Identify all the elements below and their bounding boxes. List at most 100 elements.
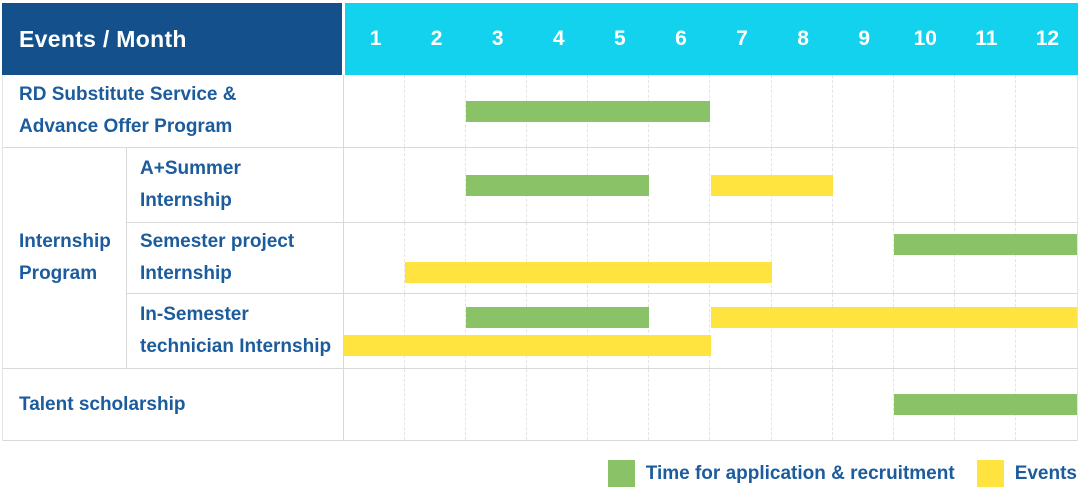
application-swatch <box>607 460 635 487</box>
month-gridline <box>772 75 833 147</box>
row-talent-scholarship: Talent scholarship <box>3 369 1077 441</box>
events-swatch <box>976 460 1004 487</box>
events-month-header-cell: Events / Month <box>2 3 342 75</box>
month-gridline <box>833 369 894 440</box>
month-gridline <box>833 223 894 293</box>
month-gridline <box>344 148 406 222</box>
month-label: 12 <box>1035 27 1060 50</box>
row-label: RD Substitute Service & Advance Offer Pr… <box>3 75 344 147</box>
row-in-semester-technician: In-Semester technician Internship <box>127 294 1077 368</box>
month-label: 9 <box>858 27 870 50</box>
month-gridline <box>711 223 772 293</box>
month-gridline <box>955 148 1016 222</box>
application-recruitment-bar <box>466 174 650 196</box>
row-timeline <box>344 369 1077 440</box>
group-label: Internship Program <box>3 148 127 368</box>
month-gridline <box>894 75 955 147</box>
month-gridline <box>772 294 833 368</box>
application-recruitment-bar <box>466 306 650 328</box>
month-gridline <box>649 294 711 368</box>
month-gridline <box>405 75 467 147</box>
row-timeline <box>344 75 1077 147</box>
table-header-row: Events / Month 1 2 3 4 5 6 7 8 9 10 11 12 <box>2 3 1078 75</box>
legend-item-application: Time for application & recruitment <box>607 460 955 487</box>
month-gridline <box>711 75 772 147</box>
month-gridline <box>527 223 589 293</box>
month-gridline <box>405 148 467 222</box>
month-label: 10 <box>913 27 937 50</box>
row-timeline <box>344 148 1077 222</box>
month-gridline <box>344 75 406 147</box>
month-gridline <box>405 294 467 368</box>
month-gridline <box>344 294 406 368</box>
month-gridline <box>405 223 467 293</box>
bar-line <box>344 394 1077 415</box>
row-semester-project: Semester project Internship <box>127 223 1077 294</box>
legend: Time for application & recruitment Event… <box>2 460 1078 487</box>
events-bar <box>710 306 1077 328</box>
month-gridline <box>955 75 1016 147</box>
bar-lines <box>344 75 1077 147</box>
application-recruitment-bar <box>893 233 1077 255</box>
bar-lines <box>344 148 1077 222</box>
month-label: 8 <box>797 27 809 50</box>
header-divider <box>342 3 345 75</box>
month-gridline <box>344 369 406 440</box>
legend-label: Events <box>1014 462 1077 484</box>
row-timeline <box>344 223 1077 293</box>
month-gridline <box>466 294 528 368</box>
month-gridline <box>833 75 894 147</box>
bar-line <box>344 233 1077 255</box>
month-gridline <box>772 369 833 440</box>
month-label: 6 <box>675 27 687 50</box>
month-gridline <box>588 294 650 368</box>
month-label: 1 <box>369 27 382 50</box>
events-bar <box>344 334 711 356</box>
month-gridline <box>344 223 406 293</box>
group-rows: A+Summer Internship Semester project Int… <box>127 148 1077 368</box>
table-body: RD Substitute Service & Advance Offer Pr… <box>2 75 1078 441</box>
month-label: 3 <box>491 27 504 50</box>
application-recruitment-bar <box>466 100 711 122</box>
month-label: 5 <box>614 27 626 50</box>
month-label: 2 <box>430 27 443 50</box>
row-timeline <box>344 294 1077 368</box>
bar-lines <box>344 294 1077 368</box>
row-a-plus-summer: A+Summer Internship <box>127 148 1077 223</box>
row-label: In-Semester technician Internship <box>127 294 344 368</box>
row-label: Talent scholarship <box>3 369 344 440</box>
bar-line <box>344 174 1077 196</box>
legend-item-events: Events <box>976 460 1077 487</box>
events-bar <box>710 174 833 196</box>
month-gridline <box>711 369 772 440</box>
month-gridline <box>527 294 589 368</box>
month-label: 7 <box>736 27 748 50</box>
row-label: Semester project Internship <box>127 223 344 293</box>
month-gridline <box>649 223 711 293</box>
month-gridline <box>649 369 711 440</box>
application-recruitment-bar <box>893 394 1077 415</box>
month-gridline <box>405 369 467 440</box>
month-gridline <box>955 223 1016 293</box>
month-gridline <box>527 369 589 440</box>
month-gridline <box>894 148 955 222</box>
bar-line <box>344 306 1077 328</box>
row-rd-substitute: RD Substitute Service & Advance Offer Pr… <box>3 75 1077 148</box>
month-gridline <box>588 223 650 293</box>
bar-line <box>344 261 1077 283</box>
month-gridline <box>588 369 650 440</box>
bar-lines <box>344 369 1077 440</box>
month-gridline <box>466 369 528 440</box>
bar-line <box>344 334 1077 356</box>
internship-program-group: Internship Program A+Summer Internship S… <box>3 148 1077 369</box>
month-gridline <box>772 223 833 293</box>
bar-line <box>344 100 1077 122</box>
legend-label: Time for application & recruitment <box>645 462 955 484</box>
month-gridline <box>833 294 894 368</box>
month-gridline <box>649 148 711 222</box>
month-label: 4 <box>552 27 565 50</box>
month-gridline <box>955 294 1016 368</box>
month-label: 11 <box>975 27 998 50</box>
month-gridline <box>894 294 955 368</box>
